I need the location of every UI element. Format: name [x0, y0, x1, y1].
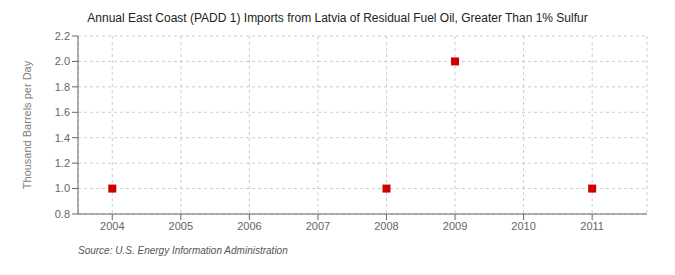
svg-text:0.8: 0.8	[55, 208, 70, 220]
html-text:Annual East Coast (PADD 1) Imp: Annual East Coast (PADD 1) Imports from …	[87, 11, 588, 25]
svg-text:2010: 2010	[511, 220, 535, 232]
svg-text:2004: 2004	[100, 220, 124, 232]
html-text:Source: U.S. Energy Informatio: Source: U.S. Energy Information Administ…	[78, 245, 288, 256]
svg-text:2.2: 2.2	[55, 30, 70, 42]
svg-text:2011: 2011	[580, 220, 604, 232]
svg-text:1.8: 1.8	[55, 81, 70, 93]
svg-text:Thousand Barrels per Day: Thousand Barrels per Day	[21, 60, 33, 189]
svg-text:1.2: 1.2	[55, 157, 70, 169]
svg-text:2007: 2007	[306, 220, 330, 232]
svg-text:2008: 2008	[374, 220, 398, 232]
svg-text:1.0: 1.0	[55, 182, 70, 194]
svg-text:1.4: 1.4	[55, 132, 70, 144]
svg-text:1.6: 1.6	[55, 106, 70, 118]
svg-text:2006: 2006	[237, 220, 261, 232]
svg-text:2.0: 2.0	[55, 55, 70, 67]
svg-text:2009: 2009	[443, 220, 467, 232]
svg-text:2005: 2005	[169, 220, 193, 232]
